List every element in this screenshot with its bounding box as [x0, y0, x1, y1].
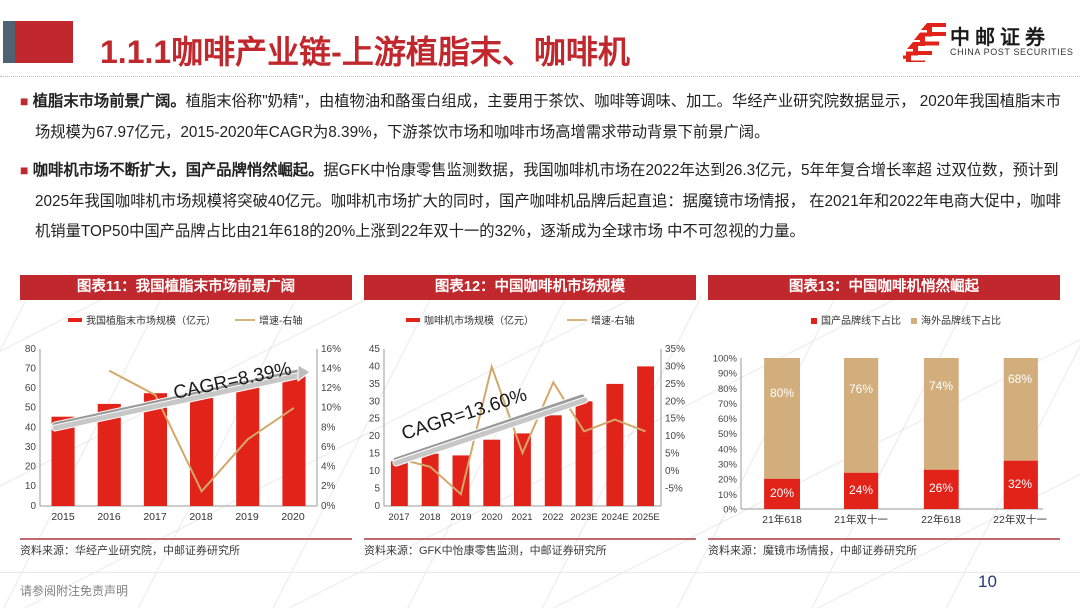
- svg-text:10: 10: [369, 466, 381, 477]
- svg-text:2016: 2016: [97, 511, 121, 523]
- svg-text:0%: 0%: [321, 501, 336, 512]
- svg-text:4%: 4%: [321, 461, 336, 472]
- svg-text:2025E: 2025E: [632, 512, 659, 523]
- svg-text:20%: 20%: [770, 486, 794, 500]
- svg-text:21年618: 21年618: [762, 513, 802, 526]
- svg-text:20: 20: [369, 431, 381, 442]
- svg-text:16%: 16%: [321, 344, 341, 355]
- svg-text:2020: 2020: [481, 512, 502, 523]
- svg-text:35: 35: [369, 379, 381, 390]
- svg-text:0%: 0%: [723, 505, 737, 516]
- svg-text:80: 80: [25, 344, 37, 355]
- svg-text:40%: 40%: [718, 444, 738, 455]
- svg-text:10: 10: [25, 481, 37, 492]
- svg-text:32%: 32%: [1008, 477, 1032, 491]
- svg-text:增速-右轴: 增速-右轴: [259, 314, 302, 327]
- svg-text:0: 0: [30, 501, 36, 512]
- svg-text:30%: 30%: [718, 460, 738, 471]
- svg-text:20%: 20%: [665, 396, 685, 407]
- svg-text:2022: 2022: [542, 512, 563, 523]
- svg-text:45: 45: [369, 344, 381, 355]
- svg-text:10%: 10%: [321, 403, 341, 414]
- svg-text:-5%: -5%: [665, 484, 683, 495]
- svg-text:2017: 2017: [388, 512, 409, 523]
- svg-text:50: 50: [25, 403, 37, 414]
- svg-text:25%: 25%: [665, 379, 685, 390]
- svg-text:14%: 14%: [321, 364, 341, 375]
- svg-text:74%: 74%: [929, 379, 953, 393]
- svg-text:60: 60: [25, 383, 37, 394]
- svg-text:90%: 90%: [718, 369, 738, 380]
- svg-text:80%: 80%: [770, 386, 794, 400]
- svg-text:80%: 80%: [718, 384, 738, 395]
- svg-text:70%: 70%: [718, 399, 738, 410]
- svg-text:2019: 2019: [235, 511, 259, 523]
- svg-text:25: 25: [369, 414, 381, 425]
- svg-text:咖啡机市场规模（亿元）: 咖啡机市场规模（亿元）: [424, 314, 534, 327]
- svg-text:30%: 30%: [665, 361, 685, 372]
- svg-text:15: 15: [369, 449, 381, 460]
- svg-text:76%: 76%: [849, 382, 873, 396]
- svg-text:2015: 2015: [51, 511, 75, 523]
- svg-text:30: 30: [369, 396, 381, 407]
- svg-text:22年双十一: 22年双十一: [993, 513, 1047, 526]
- svg-text:国产品牌线下占比: 国产品牌线下占比: [821, 314, 901, 327]
- svg-text:2021: 2021: [511, 512, 532, 523]
- svg-text:12%: 12%: [321, 383, 341, 394]
- svg-text:30: 30: [25, 442, 37, 453]
- svg-text:2020: 2020: [281, 511, 305, 523]
- svg-text:我国植脂末市场规模（亿元）: 我国植脂末市场规模（亿元）: [86, 314, 216, 327]
- svg-text:100%: 100%: [713, 354, 738, 365]
- svg-text:22年618: 22年618: [921, 513, 961, 526]
- svg-text:40: 40: [369, 361, 381, 372]
- svg-text:5: 5: [374, 484, 380, 495]
- svg-text:2%: 2%: [321, 481, 336, 492]
- svg-text:2017: 2017: [143, 511, 167, 523]
- svg-text:21年双十一: 21年双十一: [834, 513, 888, 526]
- svg-text:10%: 10%: [718, 490, 738, 501]
- svg-text:50%: 50%: [718, 429, 738, 440]
- svg-text:20: 20: [25, 461, 37, 472]
- svg-text:8%: 8%: [321, 422, 336, 433]
- svg-text:70: 70: [25, 364, 37, 375]
- svg-text:15%: 15%: [665, 414, 685, 425]
- svg-text:35%: 35%: [665, 344, 685, 355]
- svg-text:2024E: 2024E: [601, 512, 628, 523]
- svg-text:20%: 20%: [718, 475, 738, 486]
- svg-text:0%: 0%: [665, 466, 680, 477]
- svg-text:6%: 6%: [321, 442, 336, 453]
- svg-text:10%: 10%: [665, 431, 685, 442]
- svg-text:2018: 2018: [189, 511, 213, 523]
- svg-text:5%: 5%: [665, 449, 680, 460]
- svg-text:60%: 60%: [718, 414, 738, 425]
- svg-text:海外品牌线下占比: 海外品牌线下占比: [921, 314, 1001, 327]
- svg-text:增速-右轴: 增速-右轴: [591, 314, 634, 327]
- svg-text:24%: 24%: [849, 483, 873, 497]
- svg-text:CAGR=8.39%: CAGR=8.39%: [172, 358, 294, 403]
- svg-text:2019: 2019: [450, 512, 471, 523]
- svg-text:2023E: 2023E: [570, 512, 597, 523]
- svg-text:0: 0: [374, 501, 380, 512]
- svg-text:2018: 2018: [419, 512, 440, 523]
- svg-text:68%: 68%: [1008, 372, 1032, 386]
- svg-text:26%: 26%: [929, 481, 953, 495]
- svg-text:40: 40: [25, 422, 37, 433]
